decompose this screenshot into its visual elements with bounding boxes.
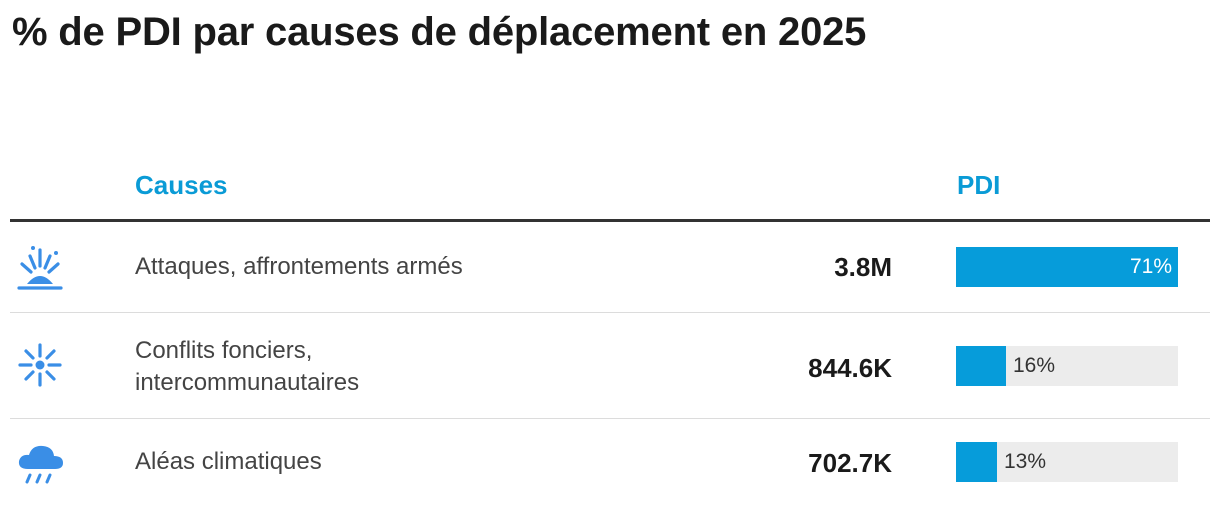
- header-divider: [10, 219, 1210, 222]
- rain-cloud-icon: [18, 445, 63, 484]
- row-value: 3.8M: [834, 252, 892, 282]
- explosion-icon: [17, 246, 63, 290]
- bar-fill: [956, 346, 1006, 386]
- column-header-pdi: PDI: [957, 170, 1001, 200]
- bar-track: 16%: [956, 346, 1178, 386]
- column-header-causes: Causes: [135, 170, 228, 200]
- row-value: 702.7K: [808, 448, 892, 478]
- table-row: Conflits fonciers, intercommunautaires 8…: [10, 313, 1210, 418]
- row-label-line: intercommunautaires: [135, 369, 360, 396]
- bar-track: 13%: [956, 442, 1178, 482]
- bar-percent-label: 71%: [1129, 255, 1172, 278]
- row-divider: [10, 418, 1210, 419]
- bar-fill: [956, 247, 1178, 287]
- chart-title: % de PDI par causes de déplacement en 20…: [12, 10, 867, 54]
- row-label-line: Conflits fonciers,: [135, 337, 313, 364]
- table-row: Attaques, affrontements armés 3.8M 71%: [10, 222, 1210, 312]
- bar-fill: [956, 442, 997, 482]
- row-divider: [10, 312, 1210, 313]
- bar-percent-label: 16%: [1013, 354, 1056, 377]
- row-label: Conflits fonciers, intercommunautaires: [135, 335, 359, 399]
- row-label: Aléas climatiques: [135, 448, 322, 475]
- row-value: 844.6K: [808, 353, 892, 383]
- table-row: Aléas climatiques 702.7K 13%: [10, 419, 1210, 518]
- bar-percent-label: 13%: [1004, 450, 1047, 473]
- row-label: Attaques, affrontements armés: [135, 253, 463, 280]
- bar-track: 71%: [956, 247, 1178, 287]
- burst-icon: [18, 343, 62, 387]
